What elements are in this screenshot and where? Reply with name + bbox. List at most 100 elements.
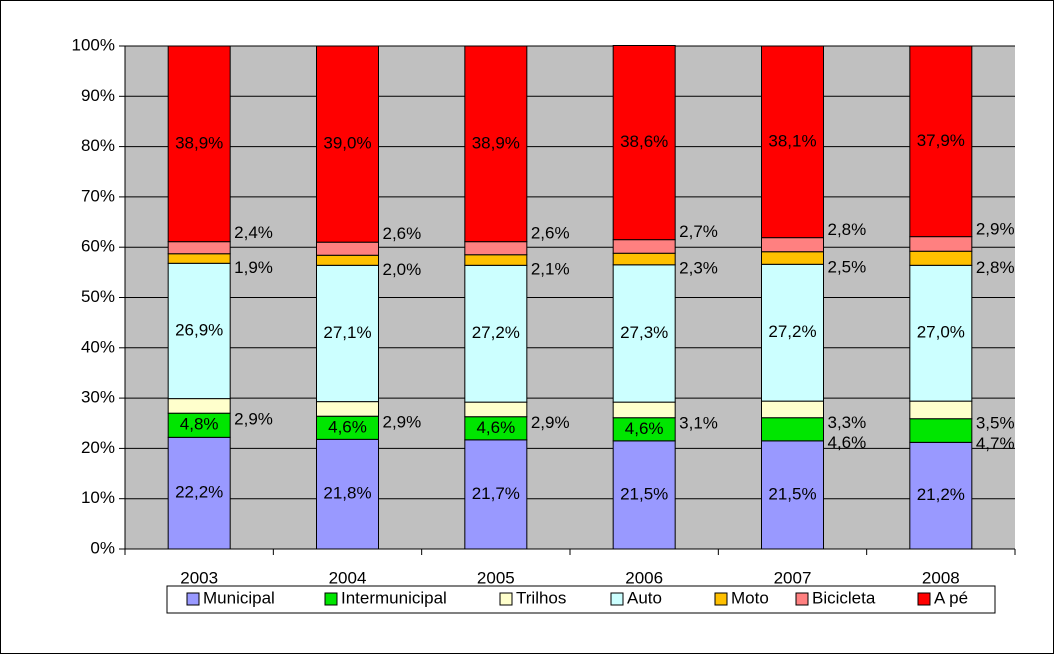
data-label: 21,5%	[768, 484, 816, 503]
legend-label: Intermunicipal	[341, 588, 447, 607]
legend-box	[166, 585, 996, 614]
data-label: 2,9%	[234, 409, 273, 428]
data-label: 38,6%	[620, 132, 668, 151]
bar-segment	[909, 264, 973, 402]
y-tick-label: 70%	[81, 186, 115, 205]
bar-segment	[761, 440, 824, 550]
bar-segment	[464, 241, 528, 256]
x-tick-label: 2005	[477, 568, 515, 587]
legend-label: Moto	[731, 588, 769, 607]
data-label: 2,0%	[383, 260, 422, 279]
data-label: 2,8%	[976, 258, 1015, 277]
data-label: 21,8%	[323, 484, 371, 503]
data-label: 3,5%	[976, 413, 1015, 432]
y-tick-label: 50%	[81, 287, 115, 306]
bar-segment	[316, 401, 379, 417]
data-label: 2,9%	[383, 412, 422, 431]
data-label: 4,6%	[828, 433, 867, 452]
legend-swatch	[186, 592, 200, 606]
y-tick-label: 0%	[90, 538, 115, 557]
data-label: 2,5%	[828, 257, 867, 276]
y-tick-label: 80%	[81, 136, 115, 155]
legend-swatch	[795, 592, 809, 606]
data-label: 27,2%	[472, 323, 520, 342]
bar-segment	[909, 418, 973, 443]
data-label: 4,6%	[476, 418, 515, 437]
data-label: 38,1%	[768, 131, 816, 150]
bar-segment	[761, 417, 824, 442]
y-tick-label: 40%	[81, 337, 115, 356]
bar-segment	[612, 264, 676, 403]
y-tick-label: 60%	[81, 237, 115, 256]
data-label: 21,5%	[620, 484, 668, 503]
data-label: 2,4%	[234, 223, 273, 242]
bar-segment	[167, 262, 231, 400]
bar-segment	[909, 400, 973, 420]
legend-label: Municipal	[203, 588, 275, 607]
data-label: 1,9%	[234, 258, 273, 277]
bar-segment	[316, 241, 379, 256]
legend-swatch	[610, 592, 624, 606]
data-label: 4,7%	[976, 434, 1015, 453]
bar-segment	[464, 439, 528, 550]
x-tick-label: 2007	[774, 568, 812, 587]
data-label: 26,9%	[175, 320, 223, 339]
bar-segment	[167, 253, 231, 264]
data-label: 2,8%	[828, 220, 867, 239]
bar-segment	[316, 254, 379, 266]
bar-segment	[761, 263, 824, 402]
bar-segment	[909, 441, 973, 550]
bar-segment	[612, 401, 676, 419]
bar-segment	[612, 239, 676, 254]
legend-swatch	[324, 592, 338, 606]
bar-segment	[316, 45, 379, 243]
bar-segment	[612, 440, 676, 550]
bar-segment	[167, 436, 231, 550]
bar-segment	[167, 45, 231, 243]
x-tick-label: 2004	[329, 568, 367, 587]
data-label: 27,3%	[620, 323, 668, 342]
legend-swatch	[714, 592, 728, 606]
legend-label: Bicicleta	[812, 588, 876, 607]
data-label: 2,9%	[976, 219, 1015, 238]
bar-segment	[761, 251, 824, 265]
data-label: 3,1%	[679, 413, 718, 432]
bar-segment	[761, 400, 824, 419]
bar-segment	[464, 264, 528, 403]
x-tick-label: 2008	[922, 568, 960, 587]
bar-segment	[464, 254, 528, 266]
legend-label: Auto	[627, 588, 662, 607]
y-tick-label: 30%	[81, 388, 115, 407]
data-label: 38,9%	[175, 133, 223, 152]
bar-segment	[909, 45, 973, 238]
bar-segment	[316, 438, 379, 550]
data-label: 21,7%	[472, 484, 520, 503]
data-label: 37,9%	[917, 131, 965, 150]
bar-segment	[761, 237, 824, 253]
legend-label: Trilhos	[516, 588, 566, 607]
data-label: 2,6%	[531, 224, 570, 243]
bar-segment	[167, 412, 231, 438]
bar-segment	[464, 45, 528, 243]
data-label: 27,2%	[768, 322, 816, 341]
data-label: 4,6%	[328, 417, 367, 436]
data-label: 22,2%	[175, 483, 223, 502]
data-label: 2,1%	[531, 260, 570, 279]
bar-segment	[612, 252, 676, 266]
data-label: 3,3%	[828, 413, 867, 432]
bar-segment	[316, 264, 379, 403]
legend-swatch	[917, 592, 931, 606]
bar-segment	[761, 45, 824, 239]
data-label: 4,8%	[180, 415, 219, 434]
y-tick-label: 10%	[81, 488, 115, 507]
data-label: 2,7%	[679, 222, 718, 241]
bar-segment	[909, 236, 973, 252]
bar-segment	[167, 241, 231, 255]
legend-swatch	[499, 592, 513, 606]
data-label: 4,6%	[625, 419, 664, 438]
data-label: 2,6%	[383, 224, 422, 243]
x-tick-label: 2006	[625, 568, 663, 587]
bar-segment	[909, 250, 973, 266]
data-label: 21,2%	[917, 485, 965, 504]
